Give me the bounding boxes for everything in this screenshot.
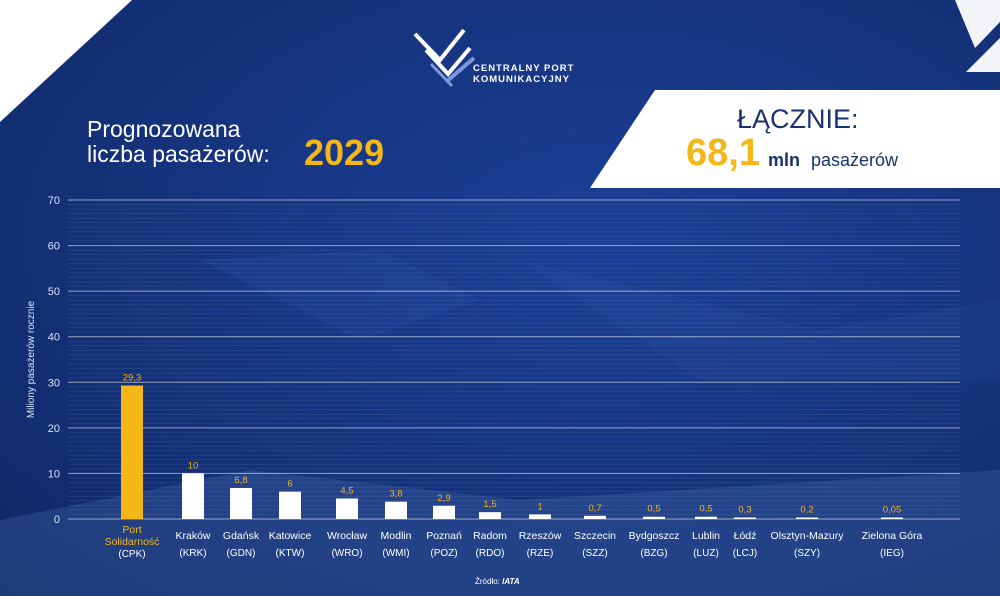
plane-silhouette-decoration xyxy=(520,260,1000,380)
total-label: ŁĄCZNIE: xyxy=(737,104,859,134)
bar xyxy=(279,491,301,519)
x-tick-code: (RZE) xyxy=(527,548,554,559)
x-tick-label: Łódź xyxy=(734,530,757,542)
x-tick-label: Port xyxy=(122,524,141,536)
logo-line-1: CENTRALNY PORT xyxy=(473,63,575,74)
logo-text: CENTRALNY PORT KOMUNIKACYJNY xyxy=(473,63,574,85)
data-label: 2,9 xyxy=(437,493,450,504)
page-title-line-2: liczba pasażerów: xyxy=(87,141,270,167)
bar xyxy=(336,498,358,519)
bar xyxy=(881,517,903,519)
x-tick-code: (LUZ) xyxy=(693,548,719,559)
data-label: 0,5 xyxy=(647,504,660,515)
data-label: 4,5 xyxy=(340,485,353,496)
x-tick-label: Gdańsk xyxy=(223,530,260,542)
source-note: Źródło: IATA xyxy=(475,577,520,586)
x-tick-label: Modlin xyxy=(381,530,412,542)
corner-stripe-decoration xyxy=(966,38,1000,72)
data-label: 0,2 xyxy=(800,505,813,516)
x-tick-label: Olsztyn-Mazury xyxy=(771,530,845,542)
bar xyxy=(433,505,455,519)
y-tick-label: 30 xyxy=(48,377,60,389)
total-unit: mln xyxy=(768,150,801,170)
corner-stripe-decoration xyxy=(955,0,1000,48)
data-label: 29,3 xyxy=(123,372,142,383)
y-tick-label: 20 xyxy=(48,423,60,435)
x-tick-code: (IEG) xyxy=(880,548,904,559)
x-tick-code: (RDO) xyxy=(476,548,505,559)
y-tick-label: 50 xyxy=(48,286,60,298)
page-title-line-1: Prognozowana xyxy=(87,116,241,142)
corner-triangle-decoration xyxy=(0,0,132,122)
x-tick-label: Kraków xyxy=(175,530,210,542)
bar xyxy=(643,516,665,519)
y-tick-label: 0 xyxy=(54,514,60,526)
x-tick-label: Rzeszów xyxy=(519,530,562,542)
data-label: 0,7 xyxy=(588,503,601,514)
x-tick-code: (KRK) xyxy=(179,548,206,559)
data-label: 0,5 xyxy=(699,504,712,515)
total-value: 68,1 xyxy=(686,132,760,174)
x-tick-code: (CPK) xyxy=(118,549,145,560)
bar xyxy=(695,516,717,519)
data-label: 10 xyxy=(188,460,199,471)
x-tick-code: (GDN) xyxy=(227,548,256,559)
data-label: 1,5 xyxy=(483,499,496,510)
logo-line-2: KOMUNIKACYJNY xyxy=(473,74,570,85)
source-name: IATA xyxy=(502,577,520,586)
x-tick-code: (SZY) xyxy=(794,548,820,559)
data-label: 6 xyxy=(287,479,292,490)
x-tick-label: Katowice xyxy=(269,530,312,542)
x-tick-label: Zielona Góra xyxy=(862,530,923,542)
x-tick-code: (POZ) xyxy=(430,548,457,559)
data-label: 0,05 xyxy=(883,505,902,516)
bar xyxy=(584,515,606,519)
cpk-logo-icon xyxy=(413,28,476,88)
x-tick-code: (KTW) xyxy=(276,548,305,559)
y-axis-label: Miliony pasażerów rocznie xyxy=(26,300,37,418)
bar xyxy=(529,514,551,519)
x-tick-code: (LCJ) xyxy=(733,548,757,559)
data-label: 0,3 xyxy=(738,505,751,516)
page-title-year: 2029 xyxy=(304,132,385,173)
x-tick-label: Bydgoszcz xyxy=(629,530,680,542)
x-tick-code: (WMI) xyxy=(382,548,409,559)
x-tick-code: (WRO) xyxy=(331,548,362,559)
bar xyxy=(734,517,756,519)
y-tick-label: 40 xyxy=(48,332,60,344)
y-tick-label: 10 xyxy=(48,468,60,480)
x-tick-label: Wrocław xyxy=(327,530,367,542)
bar xyxy=(230,488,252,519)
x-tick-label: Solidarność xyxy=(105,536,160,548)
bar xyxy=(796,517,818,519)
x-tick-code: (SZZ) xyxy=(582,548,608,559)
plane-silhouette-decoration xyxy=(200,250,480,340)
data-label: 3,8 xyxy=(389,489,402,500)
y-tick-label: 60 xyxy=(48,241,60,253)
x-tick-label: Lublin xyxy=(692,530,720,542)
x-tick-code: (BZG) xyxy=(640,548,667,559)
x-tick-label: Radom xyxy=(473,530,507,542)
bar xyxy=(121,385,143,519)
bar xyxy=(479,512,501,519)
x-tick-label: Poznań xyxy=(426,530,462,542)
source-prefix: Źródło: xyxy=(475,577,500,586)
bar xyxy=(385,501,407,519)
x-tick-label: Szczecin xyxy=(574,530,616,542)
bar xyxy=(182,473,204,519)
total-panel xyxy=(590,90,1000,188)
data-label: 1 xyxy=(537,501,542,512)
total-suffix: pasażerów xyxy=(811,150,899,170)
data-label: 6,8 xyxy=(234,475,247,486)
y-tick-label: 70 xyxy=(48,195,60,207)
